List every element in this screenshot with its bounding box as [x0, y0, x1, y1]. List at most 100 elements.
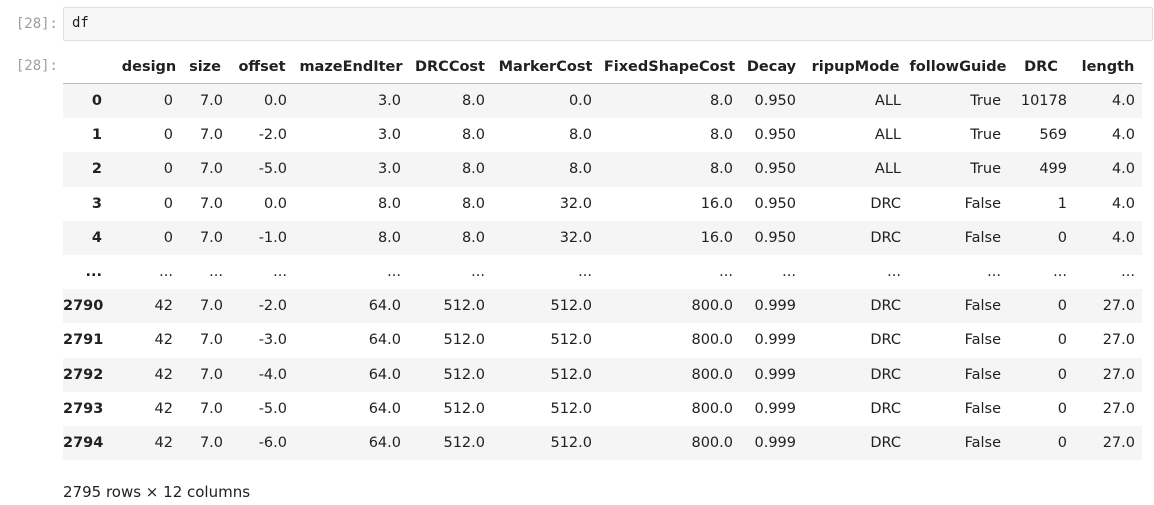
table-cell: 3.0: [377, 161, 401, 178]
table-cell: 3.0: [377, 93, 401, 110]
input-prompt: [28]:: [15, 16, 58, 32]
table-cell: ALL: [874, 127, 901, 144]
table-cell: 512.0: [443, 332, 485, 349]
table-cell: ...: [578, 264, 592, 281]
header-row: design size offset mazeEndIter DRCCost M…: [63, 50, 1142, 84]
table-cell: 0: [163, 229, 173, 246]
table-row: 4 0 7.0 -1.0 8.0 8.0 32.0 16.0 0.950 DRC False 0 4.0: [63, 220, 1142, 255]
table-cell: True: [970, 161, 1001, 178]
table-cell: -6.0: [258, 434, 287, 451]
table-cell: 0: [1057, 332, 1067, 349]
table-cell: 512.0: [550, 400, 592, 417]
table-cell: ALL: [874, 161, 901, 178]
row-index: 2791: [63, 332, 104, 349]
table-cell: 512.0: [443, 434, 485, 451]
table-cell: 0.999: [754, 434, 796, 451]
table-cell: 64.0: [368, 400, 401, 417]
table-cell: 0: [1057, 400, 1067, 417]
table-cell: 8.0: [568, 127, 592, 144]
column-header: length: [1074, 50, 1142, 84]
table-cell: 1: [1057, 195, 1067, 212]
table-cell: 0: [1057, 229, 1067, 246]
table-cell: 8.0: [709, 161, 733, 178]
dataframe-table: design size offset mazeEndIter DRCCost M…: [63, 50, 1142, 461]
table-cell: DRC: [870, 332, 901, 349]
table-cell: 512.0: [550, 434, 592, 451]
code-input-cell[interactable]: df: [63, 7, 1153, 41]
code-text: df: [72, 15, 89, 31]
table-cell: 7.0: [199, 298, 223, 315]
table-cell: DRC: [870, 195, 901, 212]
table-cell: 8.0: [461, 161, 485, 178]
column-header: FixedShapeCost: [599, 50, 740, 84]
table-cell: -3.0: [258, 332, 287, 349]
table-cell: ...: [1121, 264, 1135, 281]
table-cell: 512.0: [443, 400, 485, 417]
table-cell: 512.0: [550, 366, 592, 383]
row-index: 2790: [63, 298, 104, 315]
table-cell: 0.0: [263, 93, 287, 110]
table-summary: 2795 rows × 12 columns: [63, 483, 251, 501]
table-cell: 0.950: [754, 127, 796, 144]
table-cell: 0: [163, 127, 173, 144]
table-cell: 8.0: [461, 195, 485, 212]
index-header: [63, 50, 118, 84]
table-row: 2791 42 7.0 -3.0 64.0 512.0 512.0 800.0 0.999 DRC…: [63, 323, 1142, 357]
table-cell: 0: [1057, 298, 1067, 315]
table-cell: 0.950: [754, 195, 796, 212]
row-index: 2794: [63, 434, 104, 451]
table-cell: False: [964, 229, 1001, 246]
table-cell: -2.0: [258, 127, 287, 144]
table-cell: -5.0: [258, 161, 287, 178]
table-cell: 4.0: [1111, 93, 1135, 110]
table-cell: 27.0: [1102, 298, 1135, 315]
table-row: 2 0 7.0 -5.0 3.0 8.0 8.0 8.0 0.950 ALL True 499 4.0: [63, 152, 1142, 187]
table-cell: 4.0: [1111, 161, 1135, 178]
table-cell: DRC: [870, 229, 901, 246]
column-header: DRCCost: [408, 50, 492, 84]
table-cell: 8.0: [709, 93, 733, 110]
row-index: 3: [91, 195, 102, 212]
table-cell: 512.0: [443, 298, 485, 315]
table-cell: 0: [1057, 366, 1067, 383]
table-cell: 42: [154, 434, 173, 451]
table-cell: 7.0: [199, 229, 223, 246]
table-cell: 7.0: [199, 434, 223, 451]
row-index: 1: [91, 127, 102, 144]
table-cell: 0.0: [263, 195, 287, 212]
table-cell: False: [964, 298, 1001, 315]
table-row: 2792 42 7.0 -4.0 64.0 512.0 512.0 800.0 0.999 DRC…: [63, 357, 1142, 392]
table-cell: 0.999: [754, 298, 796, 315]
row-index: 2792: [63, 366, 104, 383]
table-cell: 512.0: [550, 298, 592, 315]
table-cell: -5.0: [258, 400, 287, 417]
table-cell: DRC: [870, 434, 901, 451]
column-header: mazeEndIter: [294, 50, 408, 84]
column-header: size: [180, 50, 230, 84]
table-cell: 8.0: [568, 161, 592, 178]
table-row: 1 0 7.0 -2.0 3.0 8.0 8.0 8.0 0.950 ALL True 569 4.0: [63, 118, 1142, 152]
table-cell: ...: [987, 264, 1001, 281]
table-cell: ...: [209, 264, 223, 281]
table-cell: 64.0: [368, 434, 401, 451]
table-cell: 7.0: [199, 127, 223, 144]
table-cell: 27.0: [1102, 434, 1135, 451]
table-cell: 7.0: [199, 195, 223, 212]
table-cell: 10178: [1020, 93, 1067, 110]
table-cell: 0: [163, 161, 173, 178]
table-cell: 800.0: [691, 332, 733, 349]
table-cell: 0: [1057, 434, 1067, 451]
table-row: 2794 42 7.0 -6.0 64.0 512.0 512.0 800.0 0.999 DRC…: [63, 425, 1142, 461]
table-cell: 0.950: [754, 161, 796, 178]
table-cell: 512.0: [443, 366, 485, 383]
table-cell: -1.0: [258, 229, 287, 246]
column-header: DRC: [1008, 50, 1074, 84]
table-cell: 0.999: [754, 400, 796, 417]
table-cell: 512.0: [550, 332, 592, 349]
table-cell: 800.0: [691, 366, 733, 383]
column-header: MarkerCost: [492, 50, 599, 84]
table-cell: ...: [719, 264, 733, 281]
table-cell: False: [964, 400, 1001, 417]
table-cell: 42: [154, 400, 173, 417]
table-cell: True: [970, 93, 1001, 110]
